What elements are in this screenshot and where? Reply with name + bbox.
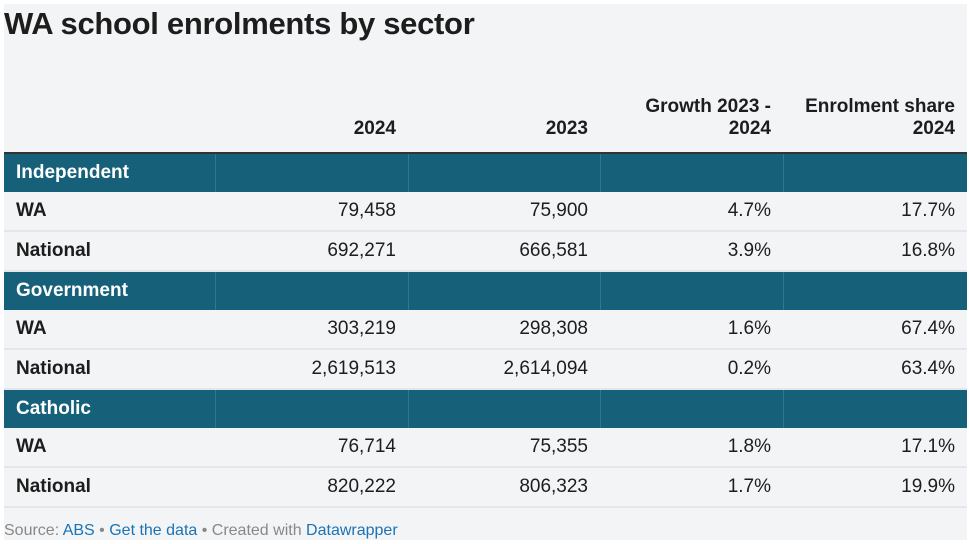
table-cell: 820,222 xyxy=(215,467,408,508)
source-link[interactable]: ABS xyxy=(62,522,95,539)
table-cell: 16.8% xyxy=(783,231,967,272)
row-label: WA xyxy=(4,192,215,232)
section-cell xyxy=(215,152,409,192)
table-cell: 17.1% xyxy=(783,428,967,468)
table-cell: 692,271 xyxy=(215,231,408,272)
section-label: Catholic xyxy=(4,388,216,428)
enrolment-table: 2024 2023 Growth 2023 - 2024 Enrolment s… xyxy=(4,78,967,508)
table-row: WA 79,458 75,900 4.7% 17.7% xyxy=(4,192,967,232)
table-cell: 17.7% xyxy=(783,192,967,232)
section-cell xyxy=(408,388,601,428)
header-row: 2024 2023 Growth 2023 - 2024 Enrolment s… xyxy=(4,78,967,154)
footer: Source: ABS • Get the data • Created wit… xyxy=(4,522,398,540)
footer-source-prefix: Source: xyxy=(4,522,63,539)
section-cell xyxy=(215,388,409,428)
section-cell xyxy=(215,270,409,310)
row-label: WA xyxy=(4,428,215,468)
table-cell: 67.4% xyxy=(783,310,967,350)
table-cell: 75,355 xyxy=(408,428,600,468)
table-cell: 303,219 xyxy=(215,310,408,350)
section-cell xyxy=(783,152,967,192)
table-cell: 666,581 xyxy=(408,231,600,272)
row-label: National xyxy=(4,349,215,390)
table-row: National 820,222 806,323 1.7% 19.9% xyxy=(4,467,967,508)
table-cell: 75,900 xyxy=(408,192,600,232)
row-label: National xyxy=(4,231,215,272)
column-header: 2024 xyxy=(215,78,408,154)
column-header xyxy=(4,78,215,154)
section-row-catholic: Catholic xyxy=(4,388,967,428)
table-cell: 0.2% xyxy=(600,349,783,390)
table-cell: 1.7% xyxy=(600,467,783,508)
section-cell xyxy=(408,152,601,192)
section-cell xyxy=(600,388,784,428)
section-cell xyxy=(783,270,967,310)
section-cell xyxy=(408,270,601,310)
row-label: WA xyxy=(4,310,215,350)
table-cell: 76,714 xyxy=(215,428,408,468)
section-label: Independent xyxy=(4,152,216,192)
table-row: National 692,271 666,581 3.9% 16.8% xyxy=(4,231,967,272)
table-row: WA 76,714 75,355 1.8% 17.1% xyxy=(4,428,967,468)
table-cell: 806,323 xyxy=(408,467,600,508)
table-cell: 19.9% xyxy=(783,467,967,508)
table-cell: 4.7% xyxy=(600,192,783,232)
column-header: 2023 xyxy=(408,78,600,154)
table-row: National 2,619,513 2,614,094 0.2% 63.4% xyxy=(4,349,967,390)
section-cell xyxy=(600,270,784,310)
table-cell: 2,614,094 xyxy=(408,349,600,390)
section-cell xyxy=(783,388,967,428)
footer-created-prefix: • Created with xyxy=(197,522,307,539)
column-header: Growth 2023 - 2024 xyxy=(600,78,783,154)
table-cell: 79,458 xyxy=(215,192,408,232)
table-cell: 63.4% xyxy=(783,349,967,390)
footer-separator: • xyxy=(94,522,110,539)
section-cell xyxy=(600,152,784,192)
table-row: WA 303,219 298,308 1.6% 67.4% xyxy=(4,310,967,350)
table-cell: 3.9% xyxy=(600,231,783,272)
chart-title: WA school enrolments by sector xyxy=(4,6,475,41)
section-row-independent: Independent xyxy=(4,152,967,192)
table-cell: 298,308 xyxy=(408,310,600,350)
table-cell: 1.6% xyxy=(600,310,783,350)
section-row-government: Government xyxy=(4,270,967,310)
table-cell: 2,619,513 xyxy=(215,349,408,390)
datawrapper-link[interactable]: Datawrapper xyxy=(306,522,398,539)
column-header: Enrolment share 2024 xyxy=(783,78,967,154)
table-cell: 1.8% xyxy=(600,428,783,468)
row-label: National xyxy=(4,467,215,508)
get-data-link[interactable]: Get the data xyxy=(109,522,198,539)
section-label: Government xyxy=(4,270,216,310)
